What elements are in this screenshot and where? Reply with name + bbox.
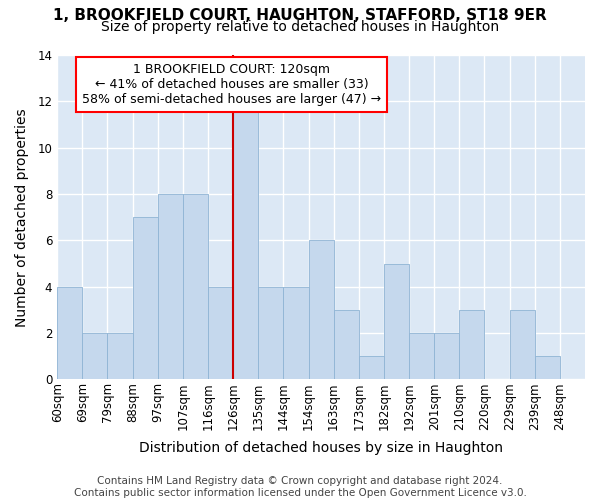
- Bar: [258, 287, 283, 380]
- Bar: [409, 333, 434, 380]
- X-axis label: Distribution of detached houses by size in Haughton: Distribution of detached houses by size …: [139, 441, 503, 455]
- Text: 1 BROOKFIELD COURT: 120sqm
← 41% of detached houses are smaller (33)
58% of semi: 1 BROOKFIELD COURT: 120sqm ← 41% of deta…: [82, 63, 381, 106]
- Bar: [334, 310, 359, 380]
- Bar: [183, 194, 208, 380]
- Bar: [308, 240, 334, 380]
- Bar: [384, 264, 409, 380]
- Bar: [359, 356, 384, 380]
- Bar: [233, 102, 258, 380]
- Y-axis label: Number of detached properties: Number of detached properties: [15, 108, 29, 326]
- Bar: [460, 310, 484, 380]
- Bar: [509, 310, 535, 380]
- Bar: [107, 333, 133, 380]
- Bar: [82, 333, 107, 380]
- Text: Contains HM Land Registry data © Crown copyright and database right 2024.
Contai: Contains HM Land Registry data © Crown c…: [74, 476, 526, 498]
- Bar: [133, 217, 158, 380]
- Bar: [158, 194, 183, 380]
- Bar: [57, 287, 82, 380]
- Text: 1, BROOKFIELD COURT, HAUGHTON, STAFFORD, ST18 9ER: 1, BROOKFIELD COURT, HAUGHTON, STAFFORD,…: [53, 8, 547, 22]
- Bar: [434, 333, 460, 380]
- Text: Size of property relative to detached houses in Haughton: Size of property relative to detached ho…: [101, 20, 499, 34]
- Bar: [208, 287, 233, 380]
- Bar: [535, 356, 560, 380]
- Bar: [283, 287, 308, 380]
